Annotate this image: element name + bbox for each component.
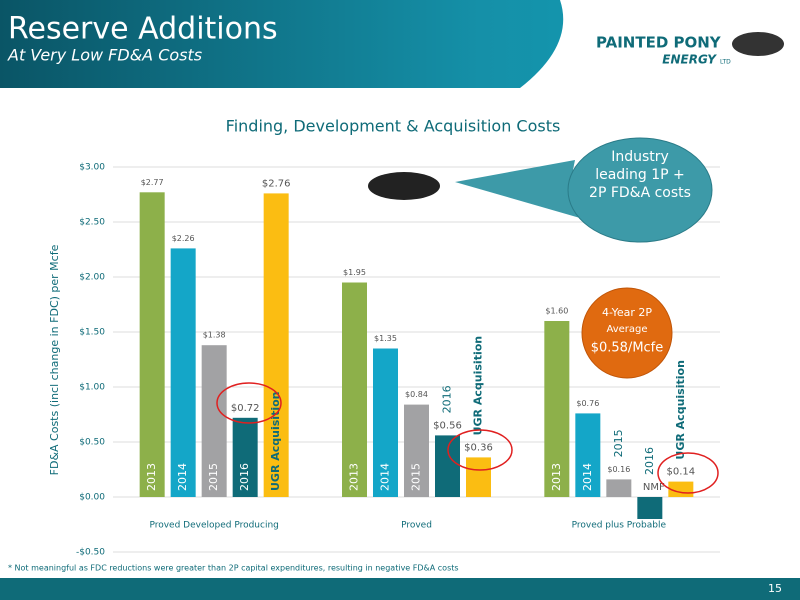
value-label: $2.76	[262, 178, 291, 189]
chart-title: Finding, Development & Acquisition Costs	[226, 117, 561, 136]
value-label: $2.77	[141, 178, 164, 187]
y-tick-label: $0.50	[79, 438, 105, 448]
series-label: 2013	[145, 463, 158, 491]
footnote: * Not meaningful as FDC reductions were …	[8, 564, 459, 573]
bar	[201, 345, 227, 497]
bar	[466, 457, 491, 497]
x-tick-label: Proved Developed Producing	[149, 521, 278, 531]
slide-subtitle: At Very Low FD&A Costs	[7, 46, 202, 65]
series-label: 2013	[550, 463, 563, 491]
bar	[232, 417, 258, 497]
bar	[170, 248, 196, 497]
bar	[637, 497, 663, 519]
value-label: $0.76	[576, 399, 599, 408]
footer-band	[0, 578, 800, 600]
value-label: $1.38	[203, 331, 226, 340]
badge-text: $0.58/Mcfe	[591, 341, 664, 356]
series-label: 2013	[348, 463, 361, 491]
series-label: 2016	[238, 463, 251, 491]
y-tick-label: $1.00	[79, 383, 105, 393]
series-label: UGR Acquisition	[472, 336, 485, 436]
bar	[139, 192, 165, 498]
bar	[263, 193, 289, 497]
page-number: 15	[768, 582, 782, 595]
y-tick-label: $2.50	[79, 218, 105, 228]
bar	[544, 321, 570, 497]
badge-text: 4-Year 2P	[602, 306, 652, 319]
badge	[581, 287, 673, 379]
bar	[575, 413, 601, 497]
logo-text: ENERGY	[662, 53, 717, 67]
y-tick-label: $1.50	[79, 328, 105, 338]
plot: -$0.50 $0.00 $0.50 $1.00 $1.50 $2.00 $2.50 $3.0…	[76, 163, 720, 558]
value-label: $0.72	[231, 403, 260, 414]
callout-pointer	[455, 160, 580, 218]
value-label: $2.26	[172, 234, 195, 243]
series-label: 2014	[379, 463, 392, 491]
logo-text: PAINTED PONY	[596, 34, 722, 52]
y-axis-label: FD&A Costs (incl change in FDC) per Mcfe	[48, 244, 61, 475]
value-label: $1.60	[545, 307, 568, 316]
bar	[373, 348, 398, 497]
bar	[606, 479, 632, 497]
x-tick-label: Proved	[401, 521, 432, 531]
highlight-circle	[657, 452, 719, 494]
callout-bubble	[567, 137, 713, 243]
logo-panel	[520, 0, 800, 88]
series-label: 2016	[643, 447, 656, 475]
series-label: 2015	[410, 463, 423, 491]
bar	[404, 404, 429, 497]
value-label: NMF	[643, 482, 665, 493]
bar	[435, 435, 460, 497]
logo-horse	[732, 32, 784, 56]
series-label: 2016	[441, 385, 454, 413]
value-label: $0.56	[433, 420, 462, 431]
value-label: $1.35	[374, 334, 397, 343]
series-label: 2014	[581, 463, 594, 491]
series-label: 2014	[176, 463, 189, 491]
value-label: $0.16	[607, 465, 630, 474]
bar	[342, 282, 367, 497]
y-tick-label: -$0.50	[76, 548, 105, 558]
horse-icon	[368, 172, 440, 200]
series-label: 2015	[207, 463, 220, 491]
value-label: $0.36	[464, 442, 493, 453]
highlight-circle	[216, 382, 282, 424]
value-label: $0.84	[405, 390, 428, 399]
badge-text: Average	[606, 324, 647, 335]
value-label: $1.95	[343, 268, 366, 277]
callout: Industry leading 1P + 2P FD&A costs	[589, 149, 691, 201]
logo-suffix: LTD	[720, 59, 731, 66]
series-label: UGR Acquisition	[674, 360, 687, 460]
value-label: $0.14	[667, 467, 696, 478]
highlight-circle	[447, 429, 513, 471]
x-tick-label: Proved plus Probable	[572, 521, 667, 531]
slide-title: Reserve Additions	[8, 12, 278, 47]
series-label: 2015	[612, 429, 625, 457]
y-tick-label: $0.00	[79, 493, 105, 503]
y-tick-label: $2.00	[79, 273, 105, 283]
y-tick-label: $3.00	[79, 163, 105, 173]
callout-text: Industry leading 1P + 2P FD&A costs	[589, 149, 691, 201]
